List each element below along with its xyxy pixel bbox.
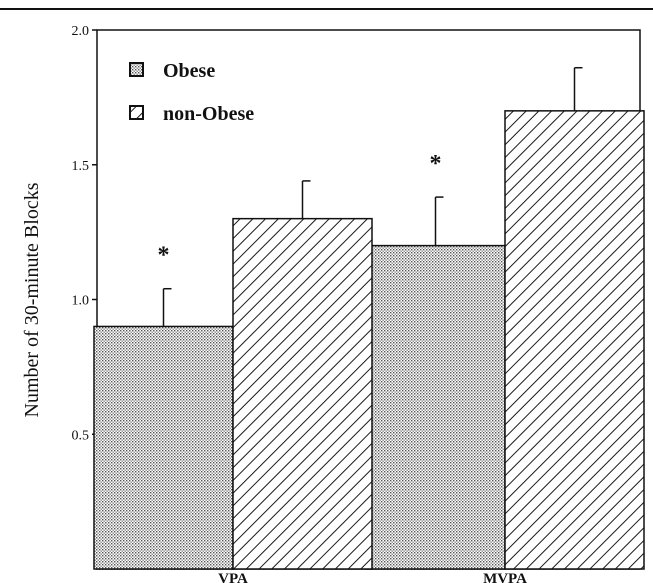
y-tick-label: 2.0 [72, 24, 90, 39]
y-tick-label: 1.5 [72, 159, 90, 174]
bar-obese-vpa [93, 325, 234, 570]
bar-non-obese-vpa [232, 217, 373, 570]
significance-asterisk: * [158, 243, 170, 269]
error-bars [162, 66, 583, 327]
legend-label-non-obese: non-Obese [163, 103, 254, 125]
legend-swatch-non-obese [129, 105, 144, 120]
x-tick-label-vpa: VPA [218, 571, 248, 583]
bar-non-obese-mvpa [504, 110, 645, 570]
legend-swatch-obese [129, 62, 144, 77]
significance-markers: ** [158, 151, 442, 269]
y-axis-label: Number of 30-minute Blocks [21, 182, 43, 417]
legend: Obese non-Obese [129, 60, 254, 125]
x-tick-label-mvpa: MVPA [483, 571, 527, 583]
legend-label-obese: Obese [163, 60, 215, 82]
y-tick-label: 1.0 [72, 294, 90, 309]
x-axis: VPA MVPA [218, 571, 527, 583]
y-tick-label: 0.5 [72, 428, 90, 443]
significance-asterisk: * [430, 151, 442, 177]
bar-obese-mvpa [365, 244, 506, 570]
y-axis: 0.5 1.0 1.5 2.0 [72, 24, 97, 443]
bars [93, 110, 645, 570]
